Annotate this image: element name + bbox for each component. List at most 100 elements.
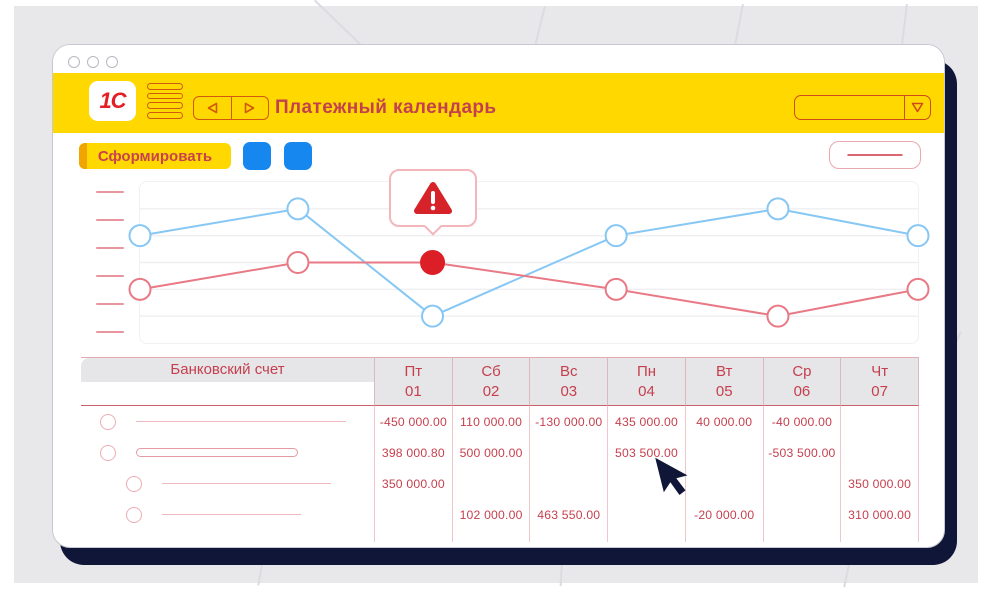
account-radio-icon[interactable]: [126, 475, 142, 492]
amount-cell[interactable]: 500 000.00: [453, 437, 531, 468]
y-axis-tick: [96, 219, 124, 221]
dropdown-arrow-cell[interactable]: [904, 96, 930, 119]
button-label-placeholder: [847, 154, 903, 156]
menu-bar: [147, 83, 183, 90]
day-column-header: Чт 07: [841, 358, 919, 406]
amount-cell[interactable]: [764, 499, 842, 530]
balance-blue-data-point: [421, 304, 445, 328]
account-column-header: Банковский счет: [81, 358, 375, 406]
window-control-icon[interactable]: [68, 56, 80, 68]
day-column-header: Пн 04: [608, 358, 686, 406]
amount-cell[interactable]: [841, 437, 919, 468]
amount-cell[interactable]: 110 000.00: [453, 406, 531, 437]
day-column-header: Пт 01: [375, 358, 453, 406]
balance-blue-data-point: [128, 224, 152, 248]
window-control-icon[interactable]: [106, 56, 118, 68]
amount-cell[interactable]: [530, 468, 609, 499]
payment-table: Банковский счет Пт 01 Сб 02 Вс 03 Пн 04 Вт 05 Ср 06 Ч…: [81, 357, 919, 542]
amount-cell[interactable]: [686, 468, 764, 499]
amount-cell[interactable]: 463 550.00: [530, 499, 609, 530]
account-name-placeholder: [136, 448, 298, 457]
day-column-header: Ср 06: [763, 358, 842, 406]
date-label: 01: [405, 383, 422, 400]
1c-logo: 1С: [89, 81, 136, 121]
amount-cell[interactable]: [608, 499, 686, 530]
page-title: Платежный календарь: [275, 97, 497, 118]
table-spacer: [841, 530, 919, 542]
amount-cell[interactable]: 40 000.00: [686, 406, 764, 437]
app-window: 1С Платежный календарь: [52, 44, 945, 548]
amount-cell[interactable]: 398 000.80: [375, 437, 453, 468]
amount-cell[interactable]: -20 000.00: [686, 499, 764, 530]
account-row[interactable]: [81, 406, 375, 437]
cursor-icon: [654, 451, 695, 507]
amount-cell[interactable]: -450 000.00: [375, 406, 453, 437]
amount-cell[interactable]: [686, 437, 764, 468]
amount-cell[interactable]: [608, 468, 686, 499]
amount-cell[interactable]: 503 500.00: [608, 437, 686, 468]
date-label: 02: [482, 383, 500, 400]
back-button[interactable]: [194, 97, 231, 119]
balance-red-data-point: [906, 277, 930, 301]
day-column-header: Вт 05: [685, 358, 764, 406]
alert-tooltip[interactable]: [389, 169, 477, 236]
account-radio-icon[interactable]: [100, 413, 116, 430]
generate-button[interactable]: Сформировать: [79, 143, 231, 169]
menu-icon[interactable]: [147, 83, 183, 122]
table-spacer: [81, 530, 375, 542]
toolbar-button-1[interactable]: [243, 142, 271, 170]
header-dropdown[interactable]: [794, 95, 931, 120]
account-row[interactable]: [81, 468, 375, 499]
day-label: Пн: [636, 363, 657, 380]
table-spacer: [375, 530, 453, 542]
window-titlebar: [53, 45, 944, 73]
amount-cell[interactable]: -130 000.00: [530, 406, 609, 437]
account-radio-icon[interactable]: [100, 444, 116, 461]
amount-cell[interactable]: [453, 468, 531, 499]
amount-cell[interactable]: 435 000.00: [608, 406, 686, 437]
y-axis-tick: [96, 331, 124, 333]
amount-cell[interactable]: -40 000.00: [764, 406, 842, 437]
app-header: 1С Платежный календарь: [53, 73, 944, 133]
balance-blue-data-point: [286, 197, 310, 221]
account-name-placeholder: [162, 513, 301, 516]
forward-button[interactable]: [230, 97, 269, 119]
amount-cell[interactable]: -503 500.00: [764, 437, 842, 468]
balance-blue-data-point: [766, 197, 790, 221]
warning-icon: [414, 182, 452, 214]
day-label: Ср: [792, 363, 812, 380]
amount-cell[interactable]: 350 000.00: [375, 468, 453, 499]
date-label: 03: [560, 383, 578, 400]
amount-cell[interactable]: [530, 437, 609, 468]
balance-red-data-point: [604, 277, 628, 301]
amount-cell[interactable]: 310 000.00: [841, 499, 919, 530]
chevron-down-icon: [911, 102, 924, 113]
window-control-icon[interactable]: [87, 56, 99, 68]
back-icon: [207, 102, 218, 114]
day-label: Чт: [871, 363, 889, 380]
date-label: 04: [638, 383, 655, 400]
settings-button[interactable]: [829, 141, 921, 169]
amount-cell[interactable]: [841, 406, 919, 437]
amount-cell[interactable]: [764, 468, 842, 499]
account-radio-icon[interactable]: [126, 506, 142, 523]
account-row[interactable]: [81, 437, 375, 468]
dropdown-value: [795, 96, 904, 119]
amount-cell[interactable]: [375, 499, 453, 530]
date-label: 07: [871, 383, 888, 400]
alert-data-point[interactable]: [420, 250, 446, 275]
day-label: Сб: [481, 363, 501, 380]
forward-icon: [244, 102, 255, 114]
amount-cell[interactable]: 350 000.00: [841, 468, 919, 499]
y-axis-tick: [96, 191, 124, 193]
table-spacer: [453, 530, 531, 542]
date-label: 06: [793, 383, 811, 400]
menu-bar: [147, 92, 183, 100]
account-row[interactable]: [81, 499, 375, 530]
y-axis-tick: [96, 303, 124, 305]
day-column-header: Вс 03: [530, 358, 609, 406]
toolbar-button-2[interactable]: [284, 142, 312, 170]
amount-cell[interactable]: 102 000.00: [453, 499, 531, 530]
table-spacer: [530, 530, 609, 542]
